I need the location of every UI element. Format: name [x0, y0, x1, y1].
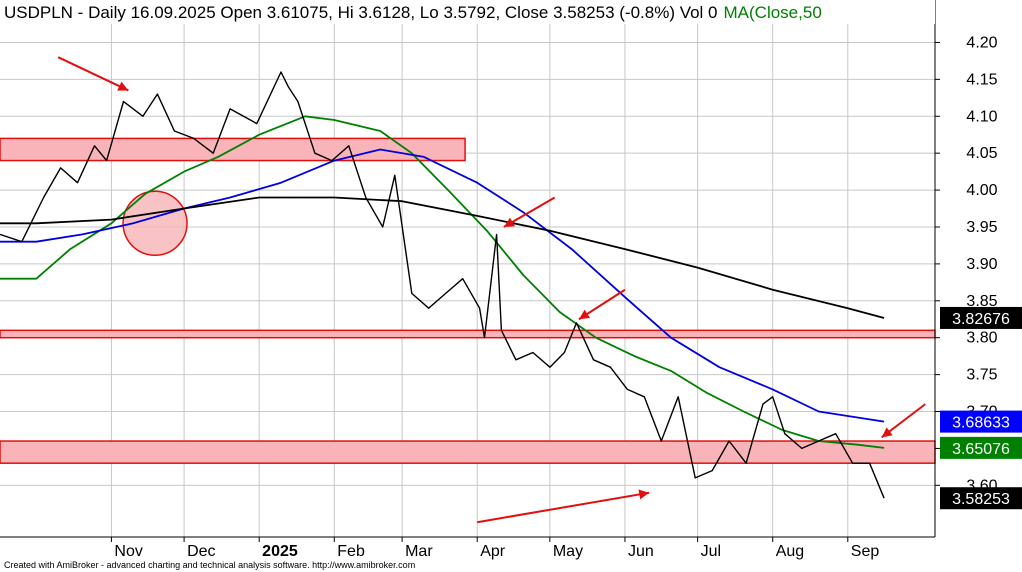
y-tick-label: 4.00 — [966, 182, 997, 199]
chart-title-main: USDPLN - Daily 16.09.2025 Open 3.61075, … — [4, 3, 718, 22]
y-tick-label: 3.90 — [966, 256, 997, 273]
series-line — [0, 115, 885, 449]
circle-marker — [122, 190, 188, 257]
value-badge — [940, 410, 1022, 433]
series-line — [0, 71, 885, 499]
zone — [0, 440, 936, 464]
annotation-arrows — [57, 56, 926, 524]
arrow-head — [638, 489, 650, 500]
credit-text: Created with AmiBroker - advanced charti… — [4, 560, 415, 570]
last-value-badges: 3.82676 3.68633 3.65076 3.58253 — [940, 306, 1022, 510]
price-line — [0, 71, 885, 499]
x-tick-label: Mar — [405, 543, 433, 560]
x-tick-label: May — [553, 543, 583, 560]
y-tick-label: 3.75 — [966, 367, 997, 384]
arrow-line — [57, 56, 129, 92]
value-badge — [940, 436, 1022, 459]
x-tick-label: Nov — [114, 543, 142, 560]
series-line — [0, 196, 885, 319]
y-tick-label: 3.80 — [966, 330, 997, 347]
arrow-head — [503, 217, 515, 227]
arrow-line — [477, 491, 650, 524]
arrow-head — [578, 309, 591, 320]
x-tick-label: Feb — [337, 543, 365, 560]
y-tick-label: 3.85 — [966, 293, 997, 310]
arrow-head — [881, 427, 893, 438]
moving-averages — [0, 115, 885, 449]
x-tick-label: Apr — [480, 543, 506, 560]
highlight-circle — [122, 190, 188, 257]
y-tick-label: 4.05 — [966, 145, 997, 162]
x-tick-label: Sep — [851, 543, 880, 560]
value-badge — [940, 306, 1022, 329]
y-tick-label: 4.15 — [966, 71, 997, 88]
value-badge-label: 3.68633 — [952, 415, 1010, 432]
y-tick-label: 4.10 — [966, 108, 997, 125]
arrow-head — [117, 81, 129, 91]
x-tick-label: Aug — [776, 543, 804, 560]
value-badge — [940, 487, 1022, 510]
value-badge-label: 3.65076 — [952, 441, 1010, 458]
value-badge-label: 3.82676 — [952, 311, 1010, 328]
chart-title: USDPLN - Daily 16.09.2025 Open 3.61075, … — [4, 3, 822, 22]
chart-title-ma: MA(Close,50 — [724, 3, 822, 22]
x-tick-label: Jul — [701, 543, 721, 560]
series-line — [0, 148, 885, 423]
y-tick-label: 3.95 — [966, 219, 997, 236]
value-badge-label: 3.58253 — [952, 491, 1010, 508]
x-tick-label: 2025 — [262, 543, 298, 560]
x-axis-ticks: Nov Dec 2025 Feb Mar Apr May Jun Jul Aug Sep — [110, 537, 880, 560]
y-tick-label: 4.20 — [966, 34, 997, 51]
x-tick-label: Dec — [187, 543, 215, 560]
zone — [0, 329, 936, 339]
x-tick-label: Jun — [628, 543, 654, 560]
